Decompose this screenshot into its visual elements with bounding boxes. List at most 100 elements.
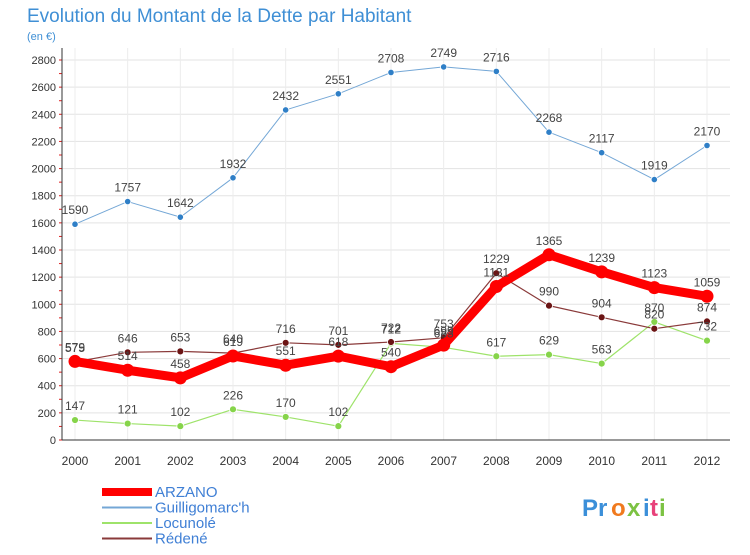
series-point-2: [545, 350, 553, 359]
series-point-0: [384, 360, 398, 374]
y-tick-label: 400: [38, 381, 56, 393]
data-label: 563: [592, 343, 612, 357]
data-label: 640: [223, 332, 243, 346]
data-label: 102: [328, 405, 348, 419]
data-label: 820: [644, 308, 664, 322]
data-label: 2432: [272, 89, 299, 103]
data-label: 619: [223, 335, 243, 349]
series-point-2: [176, 422, 185, 431]
series-point-1: [440, 63, 448, 71]
y-tick-label: 2600: [32, 82, 56, 94]
series-point-1: [387, 68, 395, 77]
x-tick-label: 2003: [220, 454, 247, 468]
logo-letter: o: [611, 495, 626, 522]
data-label: 1919: [641, 159, 668, 173]
data-label: 1229: [483, 252, 510, 266]
y-tick-label: 1000: [32, 299, 56, 311]
series-point-3: [492, 269, 501, 278]
data-label: 904: [592, 296, 612, 310]
series-point-2: [281, 413, 290, 421]
data-label: 226: [223, 388, 243, 402]
x-tick-label: 2010: [588, 454, 615, 468]
data-label: 2170: [694, 125, 721, 139]
series-point-0: [279, 358, 293, 372]
series-point-1: [282, 106, 290, 114]
series-point-3: [334, 340, 343, 349]
series: [68, 63, 714, 431]
data-label: 646: [118, 331, 138, 345]
data-label: 2749: [430, 46, 457, 60]
data-label: 1239: [588, 251, 615, 265]
data-label: 458: [170, 357, 190, 371]
axes: 0 200 400 600 800 1000 1200 1400 1600 1800 2000 220…: [32, 48, 730, 468]
data-label: 2708: [378, 51, 405, 65]
series-point-1: [703, 141, 711, 150]
series-point-2: [334, 422, 343, 431]
data-label: 732: [697, 320, 717, 334]
series-point-0: [542, 248, 556, 262]
legend-label: Locunolé: [155, 515, 216, 532]
data-label: 874: [697, 300, 717, 314]
chart-subtitle: (en €): [27, 31, 56, 43]
x-tick-label: 2008: [483, 454, 510, 468]
data-label: 1590: [62, 203, 89, 217]
y-tick-label: 2800: [32, 55, 56, 67]
logo-letter: P: [582, 495, 598, 522]
data-label: 102: [170, 405, 190, 419]
series-point-0: [121, 363, 135, 377]
series-point-1: [229, 174, 237, 182]
series-point-1: [598, 149, 606, 157]
data-label: 514: [118, 349, 138, 363]
data-label: 716: [276, 322, 296, 336]
series-point-0: [226, 349, 240, 363]
legend-label: ARZANO: [155, 484, 218, 501]
x-tick-label: 2011: [641, 454, 667, 468]
y-tick-label: 1200: [32, 272, 56, 284]
data-label: 618: [328, 335, 348, 349]
series-point-0: [437, 338, 451, 352]
y-tick-label: 1600: [32, 218, 56, 230]
series-point-1: [71, 220, 79, 228]
series-point-2: [597, 359, 606, 368]
x-tick-label: 2001: [114, 454, 141, 468]
x-tick-label: 2006: [378, 454, 405, 468]
data-label: 540: [381, 346, 401, 360]
y-tick-label: 800: [38, 326, 56, 338]
x-tick-label: 2002: [167, 454, 194, 468]
y-tick-label: 1800: [32, 191, 56, 203]
data-label: 712: [381, 322, 401, 336]
logo-letter: r: [598, 495, 607, 522]
data-label: 2551: [325, 73, 352, 87]
data-labels: 579 514 458 619 551 618 540 699 1131 1365 1239 1123…: [62, 46, 721, 419]
series-point-2: [229, 405, 237, 414]
data-label: 1932: [220, 157, 247, 171]
series-point-3: [176, 347, 185, 356]
data-label: 722: [381, 321, 401, 335]
x-tick-label: 2012: [694, 454, 721, 468]
y-tick-label: 0: [50, 435, 56, 447]
data-label: 990: [539, 285, 559, 299]
series-point-0: [173, 371, 187, 385]
series-point-3: [123, 348, 132, 357]
series-point-3: [545, 301, 553, 310]
data-label: 1757: [114, 181, 141, 195]
series-point-3: [387, 338, 395, 346]
data-label: 653: [170, 330, 190, 344]
x-tick-label: 2005: [325, 454, 352, 468]
data-label: 870: [644, 301, 664, 315]
x-tick-label: 2000: [62, 454, 89, 468]
data-label: 2268: [536, 111, 563, 125]
series-point-0: [700, 289, 714, 303]
y-tick-label: 2400: [32, 109, 56, 121]
data-label: 699: [434, 324, 454, 338]
series-point-0: [647, 281, 661, 295]
y-tick-label: 2200: [32, 136, 56, 148]
series-point-2: [123, 419, 132, 428]
series-point-0: [489, 280, 503, 294]
series-point-2: [71, 416, 79, 424]
logo-letter: t: [650, 495, 658, 522]
series-point-1: [176, 213, 184, 221]
series-point-3: [650, 324, 659, 333]
legend-label: Guilligomarc'h: [155, 500, 250, 517]
